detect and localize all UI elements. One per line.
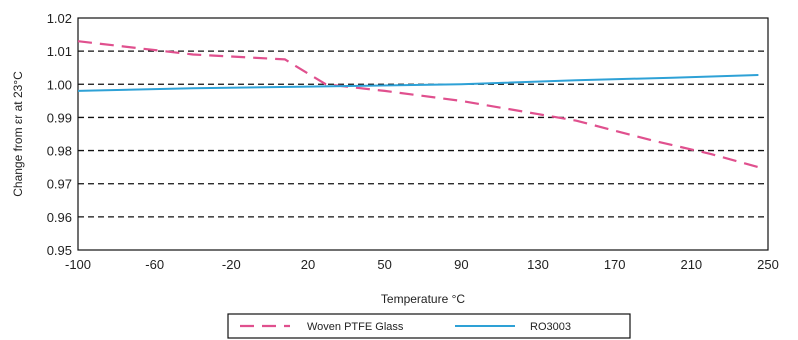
x-tick-label: -60 <box>145 257 164 272</box>
x-tick-label: 20 <box>301 257 315 272</box>
plot-frame <box>77 17 769 251</box>
x-tick-label: 170 <box>604 257 626 272</box>
legend: Woven PTFE Glass RO3003 <box>227 313 631 339</box>
x-axis-title: Temperature °C <box>381 292 465 306</box>
legend-label-woven-ptfe-glass: Woven PTFE Glass <box>307 321 404 333</box>
series-line-woven-ptfe-glass <box>77 40 759 169</box>
y-axis-ticks: 0.95 0.96 0.97 0.98 0.99 1.00 1.01 1.02 <box>47 11 72 258</box>
y-tick-label: 1.01 <box>47 44 72 59</box>
y-tick-label: 0.97 <box>47 177 72 192</box>
x-tick-label: -20 <box>222 257 241 272</box>
x-axis-ticks: -100 -60 -20 20 50 90 130 170 210 250 <box>65 257 779 272</box>
y-tick-label: 1.02 <box>47 11 72 26</box>
y-tick-label: 0.99 <box>47 110 72 125</box>
grid-lines <box>78 50 768 218</box>
x-tick-label: 130 <box>527 257 549 272</box>
x-tick-label: 210 <box>680 257 702 272</box>
x-tick-label: 50 <box>377 257 391 272</box>
x-tick-label: 90 <box>454 257 468 272</box>
legend-label-ro3003: RO3003 <box>530 321 571 333</box>
legend-box <box>227 313 631 339</box>
y-tick-label: 1.00 <box>47 77 72 92</box>
series-line-ro3003 <box>77 74 759 92</box>
series-lines <box>77 40 759 169</box>
y-axis-title: Change from εr at 23°C <box>11 71 25 197</box>
x-tick-label: -100 <box>65 257 91 272</box>
y-tick-label: 0.98 <box>47 144 72 159</box>
x-tick-label: 250 <box>757 257 779 272</box>
y-tick-label: 0.95 <box>47 243 72 258</box>
y-tick-label: 0.96 <box>47 210 72 225</box>
